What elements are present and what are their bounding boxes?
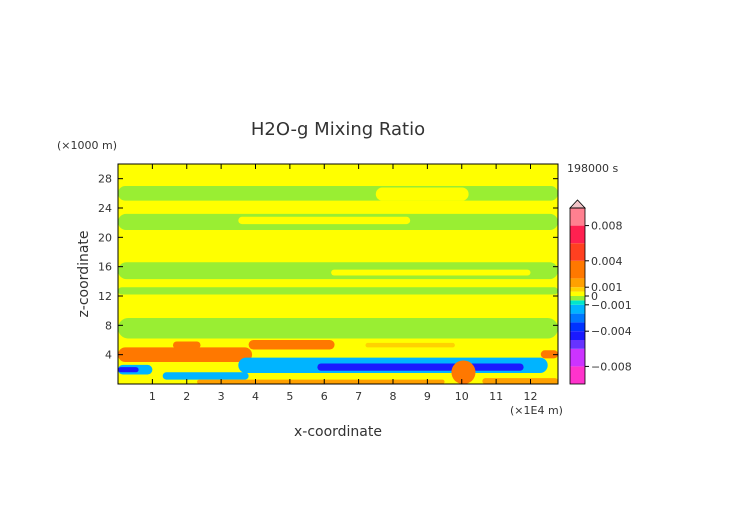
y-unit-label: (×1000 m) [57, 139, 117, 152]
colorbar-swatch [570, 225, 585, 244]
chart-title: H2O-g Mixing Ratio [251, 119, 425, 140]
colorbar-swatch [570, 243, 585, 261]
field-region [451, 360, 476, 384]
y-tick-label: 20 [98, 231, 112, 244]
x-unit-label: (×1E4 m) [510, 404, 563, 417]
field-region [173, 341, 201, 349]
y-tick-label: 8 [105, 319, 112, 332]
heatmap-field [118, 164, 558, 384]
x-tick-label: 2 [183, 390, 190, 403]
colorbar-swatch [570, 340, 585, 349]
colorbar-tick-label: −0.004 [591, 325, 632, 338]
y-tick-label: 24 [98, 202, 112, 215]
colorbar-swatch [570, 260, 585, 279]
field-region [118, 287, 558, 295]
x-tick-label: 10 [455, 390, 469, 403]
x-tick-label: 6 [321, 390, 328, 403]
field-region [162, 372, 249, 380]
colorbar-swatch [570, 296, 585, 301]
colorbar-tick-label: −0.001 [591, 299, 632, 312]
field-region [118, 318, 558, 339]
field-region [540, 350, 558, 359]
field-region [118, 367, 139, 373]
y-tick-label: 4 [105, 349, 112, 362]
colorbar-tick-label: 0.004 [591, 255, 623, 268]
colorbar-swatch [570, 331, 585, 340]
x-tick-label: 8 [390, 390, 397, 403]
y-tick-label: 16 [98, 261, 112, 274]
y-tick-label: 28 [98, 173, 112, 186]
x-axis-label: x-coordinate [294, 424, 382, 440]
x-tick-label: 1 [149, 390, 156, 403]
x-axis-ticks: 1 2 3 4 5 6 7 8 9 10 11 12 [149, 164, 538, 403]
field-region [197, 379, 445, 384]
colorbar-tick-label: −0.008 [591, 360, 632, 373]
field-region [135, 237, 222, 248]
plot-frame [117, 163, 559, 385]
colorbar-swatch [570, 348, 585, 367]
time-label: 198000 s [567, 162, 618, 175]
field-region [248, 340, 335, 350]
x-tick-label: 11 [489, 390, 503, 403]
colorbar-swatch [570, 287, 585, 292]
colorbar-swatch [570, 322, 585, 332]
colorbar-tick-label: 0.001 [591, 281, 623, 294]
field-region [118, 186, 558, 201]
field-region [317, 363, 524, 371]
colorbar-tick-label: 0.008 [591, 220, 623, 233]
y-axis-label: z-coordinate [76, 230, 92, 317]
colorbar-top-arrow [569, 199, 586, 209]
colorbar-swatch [570, 208, 585, 226]
y-tick-label: 12 [98, 290, 112, 303]
x-tick-label: 5 [286, 390, 293, 403]
colorbar-swatch [570, 300, 585, 305]
field-region [482, 378, 558, 384]
y-axis-ticks: 4 8 12 16 20 24 28 [98, 173, 558, 362]
colorbar-tick-label: 0 [591, 290, 598, 303]
colorbar [569, 199, 586, 385]
colorbar-swatch [570, 304, 585, 314]
x-tick-label: 12 [524, 390, 538, 403]
colorbar-swatch [570, 366, 585, 384]
field-region [118, 347, 253, 362]
field-region [331, 269, 531, 276]
x-tick-label: 9 [424, 390, 431, 403]
field-region [375, 187, 469, 201]
colorbar-swatch [570, 278, 585, 288]
x-tick-label: 7 [355, 390, 362, 403]
x-tick-label: 4 [252, 390, 259, 403]
colorbar-swatch [570, 291, 585, 296]
x-tick-label: 3 [218, 390, 225, 403]
field-region [238, 216, 411, 225]
field-region [365, 342, 455, 348]
colorbar-swatch [570, 313, 585, 323]
